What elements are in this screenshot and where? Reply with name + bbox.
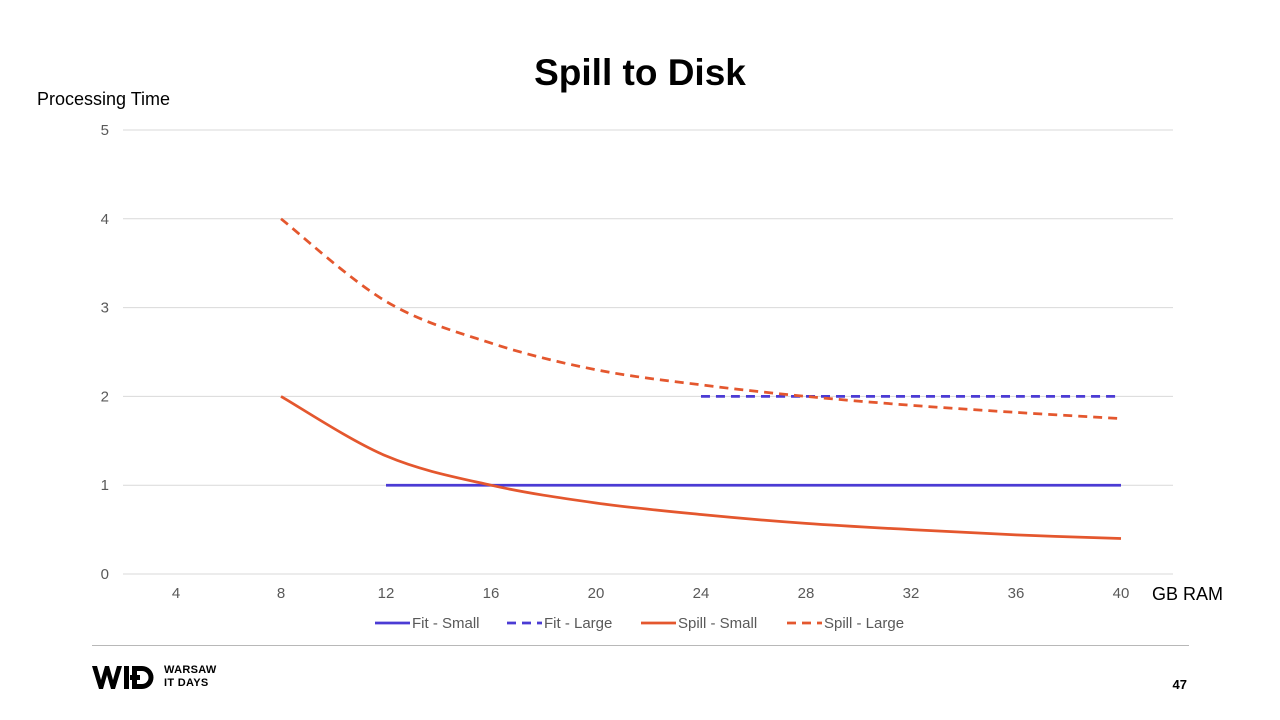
x-tick-label: 36 bbox=[1008, 585, 1025, 602]
legend-label: Spill - Large bbox=[824, 615, 904, 632]
logo-line-2: IT DAYS bbox=[164, 677, 209, 689]
series-line-spill-large bbox=[280, 217, 1122, 420]
x-tick-label: 20 bbox=[588, 585, 605, 602]
x-tick-label: 16 bbox=[483, 585, 500, 602]
y-tick-label: 2 bbox=[101, 388, 109, 405]
logo-text: WARSAW IT DAYS bbox=[164, 664, 217, 690]
y-tick-label: 1 bbox=[101, 477, 109, 494]
y-tick-label: 4 bbox=[101, 211, 109, 228]
x-tick-label: 40 bbox=[1113, 585, 1130, 602]
x-tick-label: 28 bbox=[798, 585, 815, 602]
x-tick-labels: 4 8 12 16 20 24 28 32 36 40 bbox=[172, 585, 1130, 602]
page-number: 47 bbox=[1172, 677, 1187, 692]
x-tick-label: 32 bbox=[903, 585, 920, 602]
x-tick-label: 8 bbox=[277, 585, 285, 602]
legend: Fit - Small Fit - Large Spill - Small Spill… bbox=[375, 615, 904, 632]
x-tick-label: 24 bbox=[693, 585, 710, 602]
series-line-spill-small bbox=[280, 395, 1122, 540]
logo-line-1: WARSAW bbox=[164, 664, 217, 676]
footer-divider bbox=[92, 645, 1189, 646]
y-tick-label: 5 bbox=[101, 122, 109, 139]
y-tick-label: 0 bbox=[101, 566, 109, 583]
y-tick-label: 3 bbox=[101, 300, 109, 317]
wid-logo bbox=[92, 666, 154, 689]
x-tick-label: 12 bbox=[378, 585, 395, 602]
legend-label: Fit - Small bbox=[412, 615, 480, 632]
y-tick-labels: 0 1 2 3 4 5 bbox=[101, 122, 109, 583]
legend-label: Spill - Small bbox=[678, 615, 757, 632]
x-axis-title: GB RAM bbox=[1152, 584, 1224, 604]
legend-label: Fit - Large bbox=[544, 615, 612, 632]
gridlines bbox=[123, 129, 1173, 575]
series-lines bbox=[280, 217, 1122, 540]
x-tick-label: 4 bbox=[172, 585, 180, 602]
y-axis-title: Processing Time bbox=[37, 89, 171, 109]
slide-title: Spill to Disk bbox=[534, 52, 746, 93]
